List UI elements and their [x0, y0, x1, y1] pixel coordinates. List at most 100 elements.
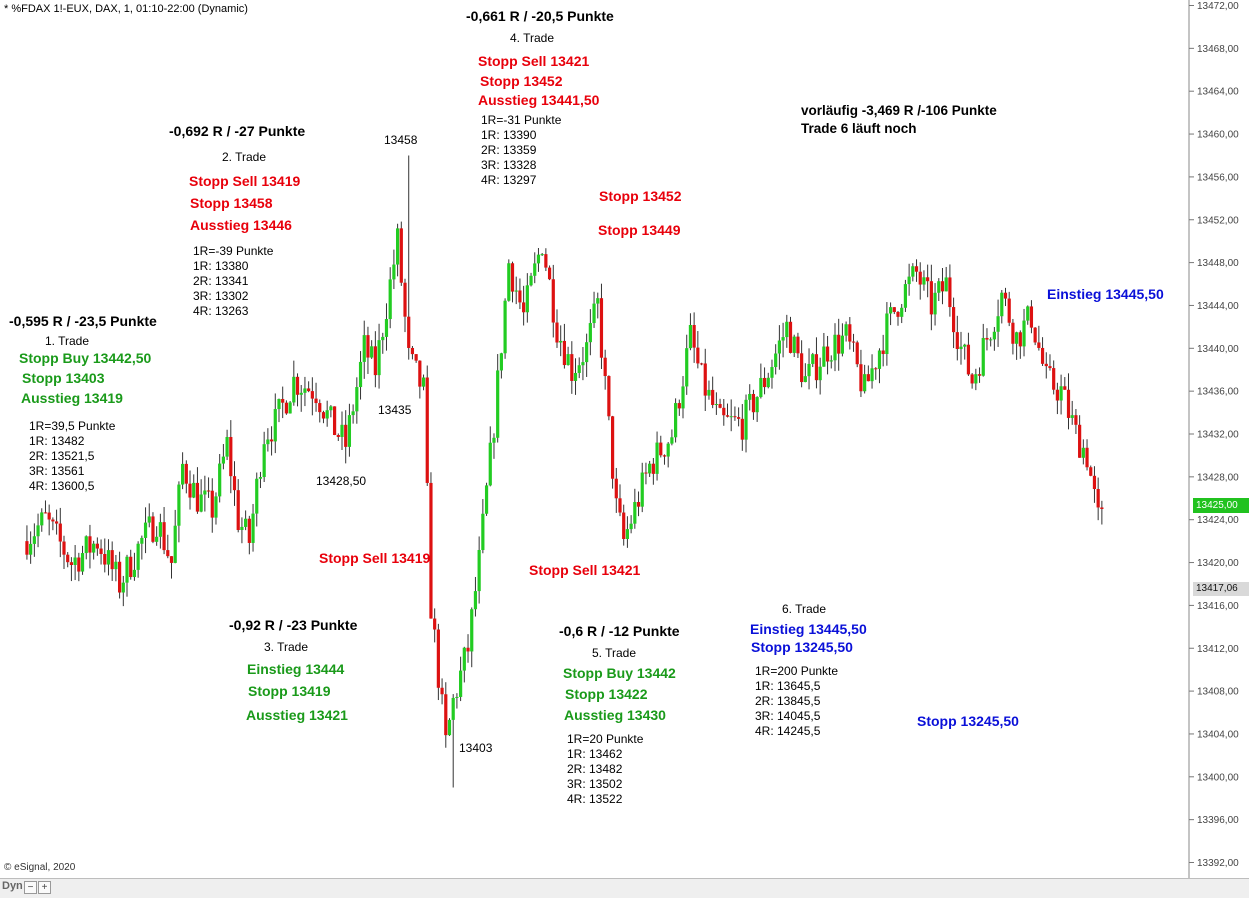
crosshair-price-marker: 13417,06: [1193, 582, 1249, 596]
trade1-label: 1. Trade: [45, 334, 90, 348]
candle-body: [77, 557, 81, 572]
trade1-level: 3R: 13561: [29, 464, 85, 478]
y-tick-label: 13460,00: [1197, 130, 1239, 141]
candle-body: [429, 482, 433, 619]
candle-body: [974, 374, 978, 384]
candle-body: [218, 463, 222, 497]
candle-body: [1096, 489, 1100, 508]
candle-body: [507, 263, 511, 301]
candle-body: [140, 537, 144, 544]
candle-body: [748, 393, 752, 400]
candle-body: [977, 374, 982, 376]
candle-body: [633, 502, 637, 524]
candle-body: [833, 334, 837, 361]
candle-body: [970, 374, 974, 384]
candle-body: [989, 339, 993, 341]
y-tick-label: 13420,00: [1197, 558, 1239, 569]
candle-body: [195, 482, 200, 512]
dynamic-mode-label[interactable]: Dyn: [2, 880, 23, 892]
candle-body: [681, 386, 685, 409]
candle-body: [95, 543, 99, 549]
candle-body: [136, 543, 140, 570]
time-axis-bar: [0, 878, 1249, 898]
trade5-level: 2R: 13482: [567, 762, 623, 776]
candle-body: [266, 439, 270, 445]
candle-body: [384, 319, 389, 337]
trade1-entry: Stopp Buy 13442,50: [19, 350, 152, 366]
candle-body: [725, 415, 730, 417]
candle-body: [1048, 366, 1052, 369]
candle-body: [347, 415, 352, 447]
candle-body: [766, 377, 770, 388]
candle-body: [192, 482, 196, 498]
zoom-in-icon[interactable]: +: [38, 881, 51, 894]
y-tick-label: 13432,00: [1197, 430, 1239, 441]
y-tick-label: 13416,00: [1197, 601, 1239, 612]
candle-body: [69, 562, 74, 566]
trade1-result: -0,595 R / -23,5 Punkte: [9, 313, 157, 329]
trade6-label: 6. Trade: [782, 602, 827, 616]
candle-body: [1040, 347, 1045, 364]
candle-body: [147, 516, 151, 523]
candle-body: [562, 340, 566, 366]
candle-body: [1092, 475, 1097, 490]
candle-body: [1007, 298, 1011, 323]
candle-body: [436, 629, 440, 688]
candle-body: [62, 541, 66, 555]
candle-body: [933, 292, 937, 315]
candle-body: [881, 350, 885, 355]
candle-body: [344, 424, 348, 447]
candle-body: [955, 332, 959, 349]
trade6-level: 2R: 13845,5: [755, 694, 821, 708]
y-tick-label: 13428,00: [1197, 472, 1239, 483]
candle-body: [900, 307, 904, 317]
candle-body: [1059, 386, 1063, 401]
candle-body: [481, 513, 485, 550]
candle-body: [470, 609, 474, 652]
candle-body: [692, 325, 696, 348]
candle-body: [733, 416, 737, 418]
trade4-exit: Ausstieg 13441,50: [478, 92, 600, 108]
trade4-level: 1R: 13390: [481, 128, 537, 142]
trade3-exit: Ausstieg 13421: [246, 707, 348, 723]
candle-body: [503, 300, 507, 354]
candle-body: [262, 444, 266, 478]
candle-body: [355, 387, 359, 412]
candle-body: [288, 402, 292, 414]
candle-body: [822, 346, 826, 367]
chart-stopp-13452: Stopp 13452: [599, 188, 682, 204]
candle-body: [696, 347, 700, 364]
candle-body: [811, 354, 815, 364]
candle-body: [440, 687, 444, 695]
y-tick-label: 13424,00: [1197, 515, 1239, 526]
candle-body: [807, 363, 811, 377]
candle-body: [199, 494, 203, 512]
candle-body: [622, 512, 626, 539]
candle-body: [1085, 447, 1089, 468]
candle-body: [1078, 424, 1082, 458]
candle-body: [911, 266, 915, 277]
candle-body: [785, 321, 789, 338]
candle-body: [125, 556, 129, 583]
candle-body: [1052, 368, 1056, 390]
candle-body: [240, 526, 244, 530]
zoom-out-icon[interactable]: −: [24, 881, 37, 894]
candle-body: [522, 302, 526, 313]
trade4-label: 4. Trade: [510, 31, 555, 45]
price-axis: 13392,00 13396,00 13400,00 13404,00 13408,00…: [1188, 0, 1249, 878]
candles: [25, 155, 1104, 788]
candle-body: [677, 403, 681, 409]
summary-line-2: Trade 6 läuft noch: [801, 121, 917, 136]
candle-body: [648, 463, 652, 474]
candle-body: [181, 463, 185, 485]
candle-body: [800, 353, 804, 383]
trade6-level: 1R=200 Punkte: [755, 664, 839, 678]
candle-body: [744, 399, 748, 440]
candle-body: [573, 372, 578, 381]
candle-body: [762, 377, 767, 388]
trade5-level: 3R: 13502: [567, 777, 623, 791]
candle-body: [236, 490, 240, 530]
candle-body: [651, 463, 655, 474]
candle-body: [1066, 389, 1071, 418]
